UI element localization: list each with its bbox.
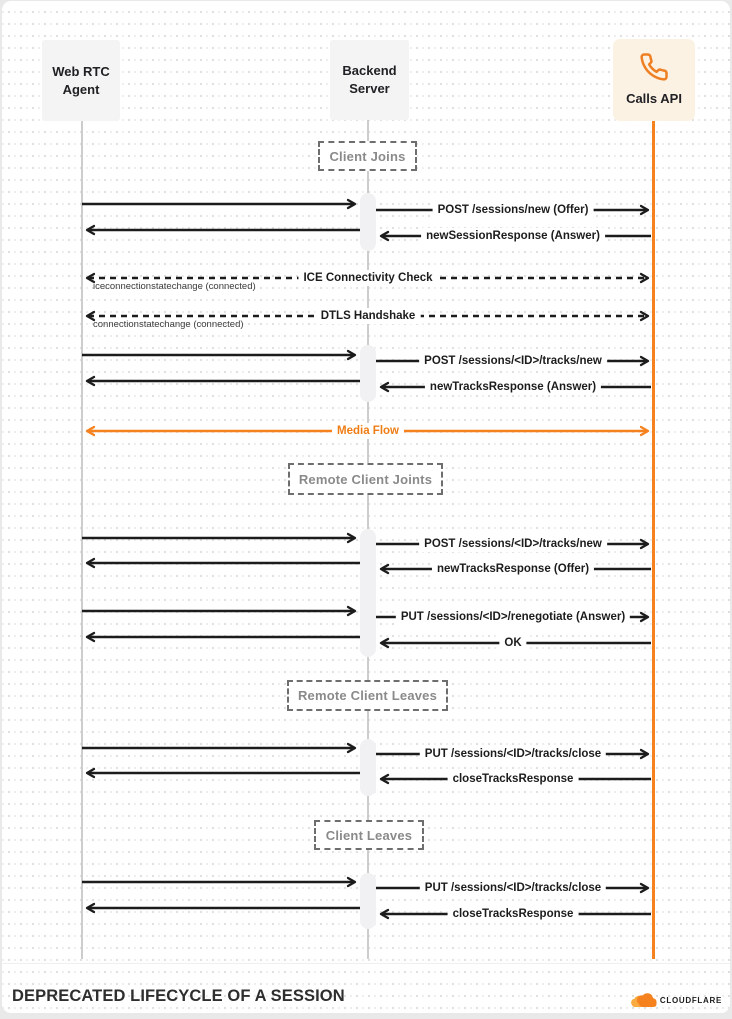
message-note: connectionstatechange (connected): [93, 319, 244, 330]
message-label: newTracksResponse (Offer): [431, 561, 595, 577]
activation-bar: [360, 739, 376, 796]
activation-bar: [360, 529, 376, 657]
message-label: POST /sessions/new (Offer): [432, 202, 594, 218]
message-label: newTracksResponse (Answer): [424, 379, 602, 395]
phase-client-joins: Client Joins: [318, 141, 417, 171]
actor-label: Web RTC Agent: [52, 63, 110, 97]
message-label: POST /sessions/<ID>/tracks/new: [419, 353, 607, 369]
activation-bar: [360, 873, 376, 929]
message-label: POST /sessions/<ID>/tracks/new: [419, 536, 607, 552]
lifeline-webrtc: [81, 121, 83, 959]
message-label: PUT /sessions/<ID>/tracks/close: [419, 746, 607, 762]
phase-remote-client-leaves: Remote Client Leaves: [287, 680, 448, 711]
message-note: iceconnectionstatechange (connected): [93, 281, 256, 292]
message-label: newSessionResponse (Answer): [421, 228, 605, 244]
message-label: DTLS Handshake: [315, 308, 421, 324]
activation-bar: [360, 193, 376, 251]
footer-divider: [2, 963, 730, 964]
phase-client-leaves: Client Leaves: [314, 820, 424, 850]
message-label: PUT /sessions/<ID>/renegotiate (Answer): [395, 609, 631, 625]
message-label: PUT /sessions/<ID>/tracks/close: [419, 880, 607, 896]
actor-backend-server: Backend Server: [330, 40, 409, 120]
cloudflare-wordmark: CLOUDFLARE: [659, 995, 722, 1005]
message-label: ICE Connectivity Check: [298, 270, 438, 286]
phone-icon: [639, 52, 669, 82]
actor-label: Calls API: [626, 91, 682, 107]
message-label: closeTracksResponse: [447, 771, 579, 787]
actor-label: Backend Server: [342, 63, 397, 96]
activation-bar: [360, 345, 376, 402]
diagram-title: DEPRECATED LIFECYCLE OF A SESSION: [12, 987, 345, 1005]
phase-remote-client-joins: Remote Client Joints: [288, 463, 443, 495]
message-label: OK: [499, 635, 527, 651]
lifeline-calls: [652, 121, 655, 959]
cloudflare-logo: CLOUDFLARE: [629, 991, 722, 1009]
actor-webrtc-agent: Web RTC Agent: [42, 40, 120, 121]
message-label: closeTracksResponse: [447, 906, 579, 922]
actor-calls-api: Calls API: [613, 39, 695, 121]
media-flow-label: Media Flow: [332, 423, 404, 439]
cloudflare-cloud-icon: [630, 993, 657, 1007]
